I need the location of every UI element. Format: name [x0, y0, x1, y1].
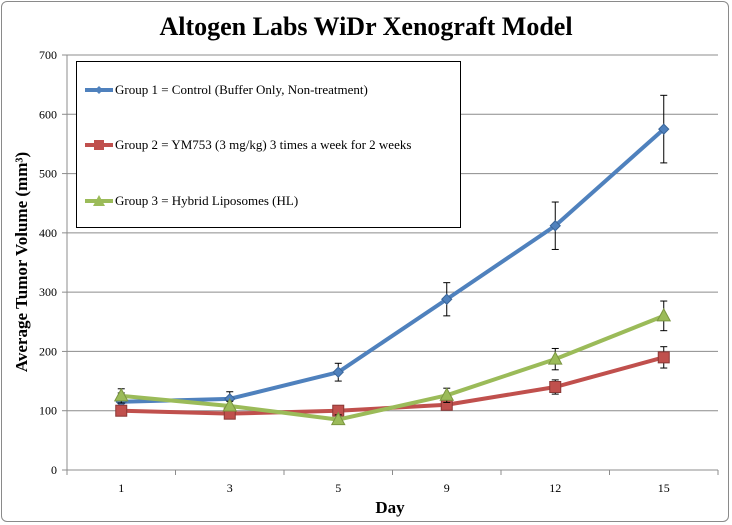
x-tick-label: 1 — [118, 481, 124, 495]
legend-item-3: Group 3 = Hybrid Liposomes (HL) — [85, 191, 298, 211]
y-tick-label: 0 — [51, 463, 57, 477]
y-tick-label: 100 — [39, 404, 57, 418]
x-axis-label: Day — [375, 498, 405, 517]
legend-label: Group 1 = Control (Buffer Only, Non-trea… — [115, 82, 368, 97]
y-tick-label: 700 — [39, 48, 57, 62]
y-tick-label: 600 — [39, 107, 57, 121]
chart-title: Altogen Labs WiDr Xenograft Model — [159, 12, 573, 41]
legend-label: Group 3 = Hybrid Liposomes (HL) — [115, 193, 299, 208]
data-point — [439, 387, 455, 401]
data-point — [332, 366, 344, 378]
legend-swatch — [85, 86, 113, 94]
data-point — [330, 411, 346, 426]
legend: Group 1 = Control (Buffer Only, Non-trea… — [76, 61, 461, 228]
y-tick-label: 300 — [39, 285, 57, 299]
y-tick-label: 200 — [39, 344, 57, 358]
y-tick-label: 500 — [39, 167, 57, 181]
legend-swatch — [85, 140, 113, 150]
legend-swatch — [85, 195, 113, 206]
data-point — [657, 351, 670, 364]
legend-label: Group 2 = YM753 (3 mg/kg) 3 times a week… — [115, 137, 412, 152]
data-point — [113, 387, 129, 402]
data-point — [115, 404, 128, 417]
legend-item-2: Group 2 = YM753 (3 mg/kg) 3 times a week… — [85, 135, 411, 155]
x-tick-label: 9 — [444, 481, 450, 495]
data-point — [549, 381, 562, 393]
series-line-1 — [121, 127, 666, 404]
x-tick-label: 12 — [549, 481, 561, 495]
data-point — [441, 293, 453, 305]
data-point — [658, 123, 670, 135]
series-line-3 — [121, 313, 665, 422]
data-point — [547, 351, 563, 365]
legend-item-1: Group 1 = Control (Buffer Only, Non-trea… — [85, 80, 368, 100]
x-tick-label: 3 — [227, 481, 233, 495]
data-point — [656, 307, 672, 322]
data-point — [222, 397, 238, 412]
data-point — [549, 220, 561, 232]
y-tick-label: 400 — [39, 226, 57, 240]
x-tick-label: 15 — [658, 481, 670, 495]
x-tick-label: 5 — [335, 481, 341, 495]
